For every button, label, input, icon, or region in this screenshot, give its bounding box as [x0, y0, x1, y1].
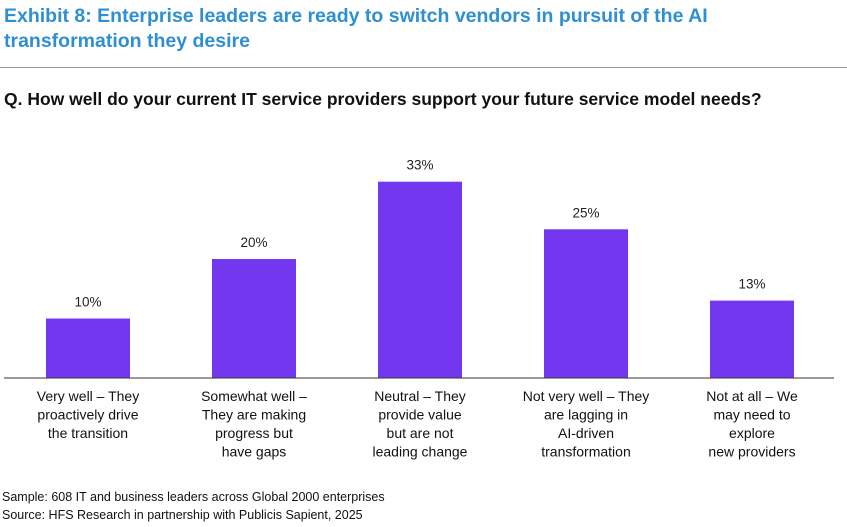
bar-4: [544, 229, 628, 379]
source-note: Source: HFS Research in partnership with…: [2, 508, 363, 522]
data-label-5: 13%: [738, 277, 765, 292]
survey-question: Q. How well do your current IT service p…: [4, 89, 762, 109]
category-label-5: Not at all – We may need to explore new pro…: [706, 388, 798, 460]
data-label-4: 25%: [572, 205, 599, 220]
sample-note: Sample: 608 IT and business leaders acro…: [2, 490, 385, 504]
title-divider: [0, 67, 847, 68]
category-label-2: Somewhat well – They are making progress b…: [201, 388, 307, 460]
data-label-1: 10%: [74, 295, 101, 310]
data-label-2: 20%: [240, 235, 267, 250]
data-label-3: 33%: [406, 158, 433, 173]
bar-5: [710, 300, 794, 378]
bar-2: [212, 259, 296, 378]
bar-3: [378, 181, 462, 378]
category-label-3: Neutral – They provide value but are not le…: [373, 388, 468, 460]
category-label-4: Not very well – They are lagging in AI-dri…: [523, 388, 650, 460]
category-label-1: Very well – They proactively drive the tra…: [37, 388, 139, 441]
chart-title: Exhibit 8: Enterprise leaders are ready …: [4, 5, 708, 52]
bar-1: [46, 318, 130, 378]
